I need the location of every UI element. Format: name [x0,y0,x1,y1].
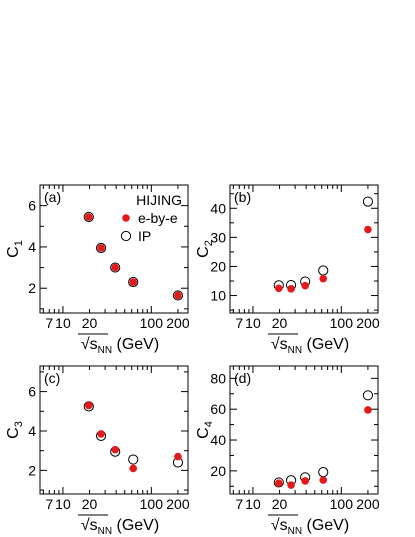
legend-label: IP [138,228,151,244]
point-ebye [97,244,105,252]
point-ebye [301,477,309,485]
point-ebye [319,476,328,484]
y-tick-label: 2 [28,280,36,296]
y-tick-label: 4 [28,423,36,439]
panel-label: (b) [234,189,251,205]
legend-marker-ip [120,230,132,242]
point-ebye [84,401,93,410]
x-tick-label: 10 [245,315,261,331]
point-ebye [97,430,105,438]
y-tick-label: 60 [210,401,226,417]
x-tick-label: 200 [166,496,190,512]
point-ebye [111,263,119,272]
y-tick-label: 2 [28,462,36,478]
x-tick-label: 10 [55,496,71,512]
point-ebye [301,281,309,290]
plot-frame [229,365,379,495]
legend-title: HIJING [136,192,182,208]
y-tick-label: 6 [28,198,36,214]
point-ip [362,390,374,401]
point-ebye [174,291,182,300]
x-tick-label: 200 [356,315,380,331]
x-tick-label: 20 [82,496,98,512]
point-ip [362,196,374,207]
point-ip [318,467,329,478]
point-ebye [84,213,93,221]
point-ebye [319,274,328,283]
x-tick-label: 20 [82,315,98,331]
x-tick-label: 10 [55,315,71,331]
x-tick-label: 7 [45,496,53,512]
point-ebye [274,479,283,488]
legend-label: e-by-e [138,210,178,226]
point-ebye [287,285,295,293]
panel-label: (c) [44,370,60,386]
x-axis-label: √sNN (GeV) [271,517,349,537]
x-tick-label: 7 [45,315,53,331]
y-tick-label: 20 [210,258,226,274]
x-axis-label: √sNN (GeV) [81,336,159,356]
x-tick-label: 100 [140,315,164,331]
point-ebye [111,445,119,454]
y-tick-label: 6 [28,384,36,400]
y-tick-label: 40 [210,432,226,448]
x-tick-label: 200 [166,315,190,331]
plot-frame [229,184,379,314]
point-ebye [287,481,295,489]
y-axis-label: C4 [195,421,215,439]
y-axis-label: C2 [195,240,215,258]
y-axis-label: C1 [5,240,25,258]
point-ip [318,265,329,276]
x-tick-label: 10 [245,496,261,512]
point-ebye [174,452,182,461]
plot-frame [39,365,189,495]
point-ebye [129,464,138,473]
x-tick-label: 7 [235,315,243,331]
x-tick-label: 7 [235,496,243,512]
panel-a: 7 10 20 100 200 2 4 6 (a) C1 √sNN (GeV) HIJING e-by-… [5,184,190,356]
x-axis-label: √sNN (GeV) [81,517,159,537]
point-ebye [364,406,372,414]
y-tick-label: 80 [210,370,226,386]
plot-frame [39,184,189,314]
y-tick-label: 30 [210,229,226,245]
y-tick-label: 40 [210,200,226,216]
point-ebye [364,225,372,234]
y-axis-label: C3 [5,421,25,439]
point-ebye [274,284,283,293]
x-axis-label: √sNN (GeV) [271,336,349,356]
point-ip [128,454,139,465]
x-tick-label: 20 [272,496,288,512]
x-tick-label: 100 [140,496,164,512]
panel-d: 7 10 20 100 200 20 40 60 80 (d) C4 √sNN (GeV) [195,365,380,537]
x-tick-label: 200 [356,496,380,512]
point-ebye [129,278,138,286]
y-tick-label: 4 [28,239,36,255]
legend-marker-ebye [122,214,130,222]
y-tick-label: 20 [210,463,226,479]
x-tick-label: 20 [272,315,288,331]
panel-label: (d) [234,370,251,386]
x-tick-label: 100 [330,496,354,512]
x-tick-label: 100 [330,315,354,331]
panel-label: (a) [44,189,61,205]
y-tick-label: 10 [210,288,226,304]
panel-c: 7 10 20 100 200 2 4 6 (c) C3 √sNN (GeV) [5,365,190,537]
